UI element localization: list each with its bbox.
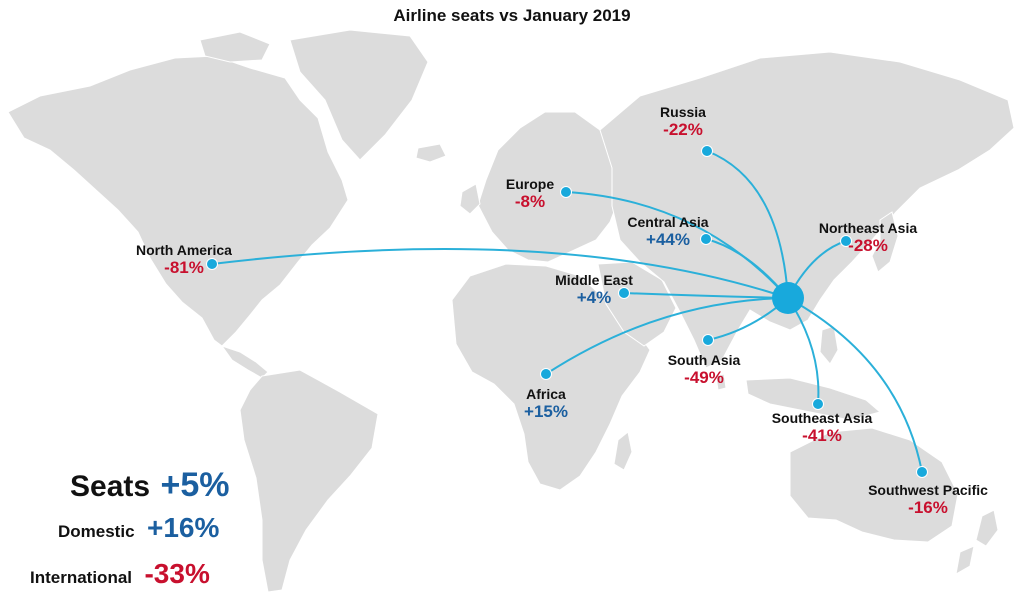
region-label-central-asia: Central Asia +44% [578,214,758,250]
route-line-middle-east [623,292,789,299]
region-dot-south-asia [702,334,714,346]
british-isles-landmass [459,183,481,215]
region-dot-russia [701,145,713,157]
australia-landmass [789,427,959,543]
region-label-africa: Africa +15% [456,386,636,422]
region-label-northeast-asia: Northeast Asia -28% [778,220,958,256]
southeast-asia-islands-landmass [745,377,882,421]
region-change-value: +44% [646,230,690,250]
south-america-landmass [239,369,379,593]
region-dot-southeast-asia [812,398,824,410]
summary-domestic-value: +16% [146,512,220,543]
map-title: Airline seats vs January 2019 [393,6,631,25]
region-label-southeast-asia: Southeast Asia -41% [732,410,912,446]
region-label-europe: Europe -8% [440,176,620,212]
landmasses [7,29,1015,593]
north-america-landmass [7,55,349,347]
region-dot-africa [540,368,552,380]
route-line-russia [706,150,789,299]
region-change-value: -8% [514,192,546,212]
region-change-value: +4% [576,288,612,308]
region-dot-central-asia [700,233,712,245]
region-label-south-asia: South Asia -49% [614,352,794,388]
region-dot-north-america [206,258,218,270]
philippines-landmass [819,325,839,365]
summary-international-value: -33% [144,558,210,589]
region-name: North America [136,242,232,258]
region-name: Central Asia [627,214,709,230]
route-line-north-america [211,248,789,299]
region-change-value: -22% [663,120,703,140]
japan-landmass [871,211,899,273]
summary-domestic-label: Domestic [58,522,135,541]
asia-landmass [599,51,1015,369]
region-dot-northeast-asia [840,235,852,247]
region-name: Northeast Asia [818,220,918,236]
region-label-middle-east: Middle East +4% [504,272,684,308]
summary-seats-value: +5% [160,466,230,504]
route-line-southwest-pacific [787,297,923,473]
hub-marker [772,282,804,314]
region-change-value: -16% [908,498,948,518]
summary-international-label: International [30,568,133,587]
summary-seats: Seats +5% [70,466,230,505]
summary-domestic: Domestic +16% [58,512,219,544]
region-name: Southeast Asia [771,410,873,426]
region-name: Middle East [555,272,633,288]
region-label-southwest-pacific: Southwest Pacific -16% [838,482,1018,518]
region-name: Africa [526,386,566,402]
arctic-islands-landmass [199,31,271,63]
region-markers [206,145,928,478]
new-zealand-south-landmass [955,545,975,575]
region-name: South Asia [667,352,741,368]
region-change-value: -28% [848,236,888,256]
region-name: Russia [660,104,706,120]
region-change-value: +15% [524,402,568,422]
region-dot-europe [560,186,572,198]
greenland-landmass [289,29,429,161]
sri-lanka-landmass [715,373,727,391]
middle-east-landmass [597,261,677,347]
region-name: Southwest Pacific [868,482,988,498]
central-america-landmass [220,345,269,379]
region-label-north-america: North America -81% [94,242,274,278]
region-change-value: -81% [164,258,204,278]
region-label-russia: Russia -22% [593,104,773,140]
madagascar-landmass [613,431,633,471]
region-change-value: -49% [684,368,724,388]
new-zealand-landmass [975,509,999,547]
summary-international: International -33% [30,558,210,590]
iceland-landmass [415,143,447,163]
route-line-africa [545,297,789,375]
region-dot-southwest-pacific [916,466,928,478]
region-dot-middle-east [618,287,630,299]
region-change-value: -41% [802,426,842,446]
region-name: Europe [505,176,555,192]
summary-seats-label: Seats [70,470,151,503]
